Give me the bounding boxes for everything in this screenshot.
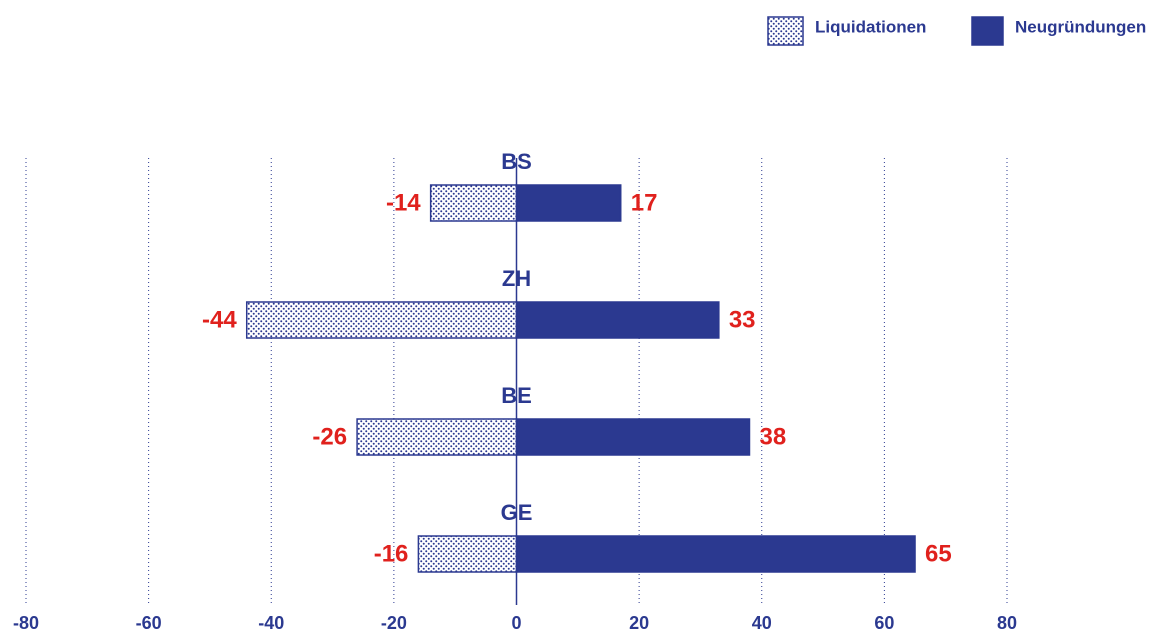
bar [356, 418, 518, 456]
category-label: BS [501, 149, 532, 174]
bar [515, 535, 916, 573]
value-label: -16 [374, 540, 409, 567]
value-label: -26 [312, 423, 347, 450]
value-label: 38 [759, 423, 786, 450]
value-label: 33 [729, 306, 756, 333]
value-label: 65 [925, 540, 952, 567]
category-label: BE [501, 383, 532, 408]
legend-swatch [767, 16, 804, 46]
x-tick-label: 40 [752, 613, 772, 633]
x-tick-label: -60 [136, 613, 162, 633]
x-tick-label: -40 [258, 613, 284, 633]
bar [515, 418, 751, 456]
bar [245, 301, 518, 339]
legend-label: Liquidationen [815, 17, 926, 36]
bar [429, 184, 518, 222]
bar [515, 301, 720, 339]
legend-swatch [971, 16, 1004, 46]
category-label: ZH [502, 266, 531, 291]
category-label: GE [501, 500, 533, 525]
bar [417, 535, 518, 573]
x-tick-label: 20 [629, 613, 649, 633]
bar [515, 184, 622, 222]
value-label: 17 [631, 189, 658, 216]
x-tick-label: 80 [997, 613, 1017, 633]
value-label: -14 [386, 189, 421, 216]
legend-label: Neugründungen [1015, 17, 1146, 36]
x-tick-label: 0 [511, 613, 521, 633]
x-tick-label: -20 [381, 613, 407, 633]
x-tick-label: 60 [874, 613, 894, 633]
x-tick-label: -80 [13, 613, 39, 633]
value-label: -44 [202, 306, 237, 333]
